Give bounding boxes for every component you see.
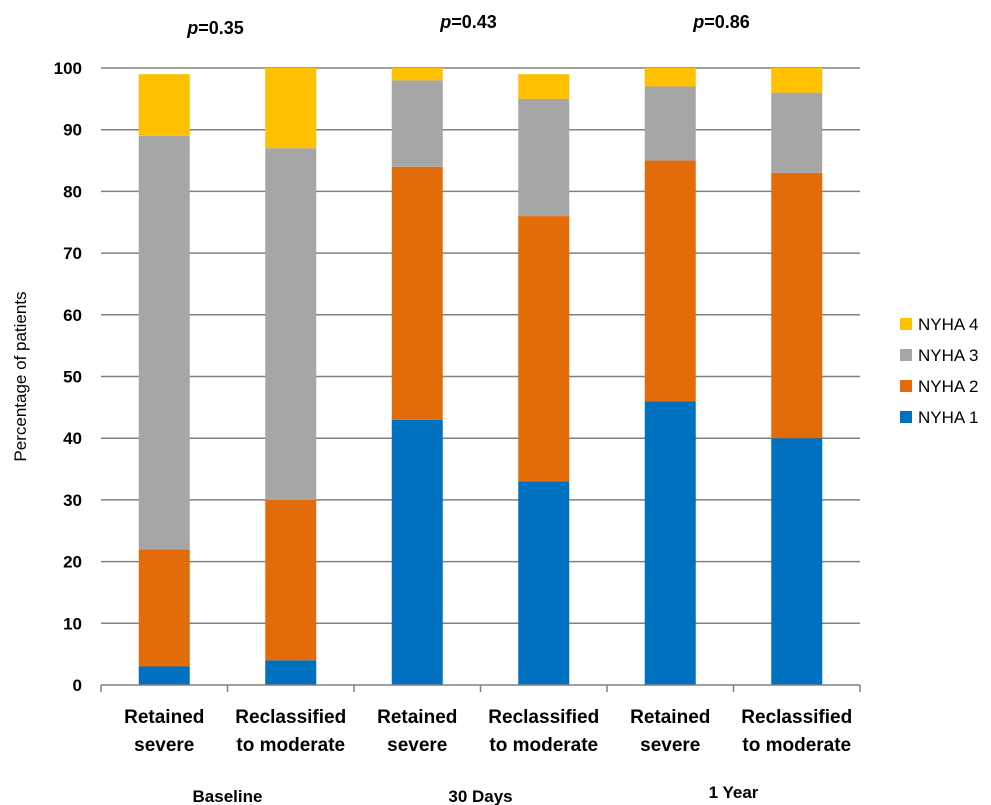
- labels: Retained severe Reclassified to moderate Ret…: [11, 12, 852, 805]
- y-tick-label: 70: [63, 244, 82, 263]
- y-tick-label: 80: [63, 182, 82, 201]
- legend: NYHA 4 NYHA 3 NYHA 2 NYHA 1: [900, 315, 978, 427]
- y-axis-label: Percentage of patients: [11, 291, 30, 461]
- group-label: 1 Year: [709, 783, 759, 802]
- bar-segment-nyha-1: [265, 660, 317, 685]
- bar-segment-nyha-1: [771, 438, 823, 685]
- x-category-label: Retained: [377, 707, 457, 728]
- y-tick-label: 10: [63, 614, 82, 633]
- bars: [138, 68, 823, 685]
- x-category-label: severe: [387, 735, 447, 756]
- bar-segment-nyha-2: [138, 549, 190, 667]
- axes: 0 10 20 30 40 50 60 70 80 90 100: [54, 59, 861, 695]
- bar-segment-nyha-2: [771, 172, 823, 439]
- bar-segment-nyha-1: [138, 666, 190, 685]
- y-tick-label: 100: [54, 59, 82, 78]
- x-category-label: Reclassified: [488, 707, 599, 728]
- bar-segment-nyha-2: [265, 499, 317, 661]
- bar-segment-nyha-3: [644, 86, 696, 161]
- x-category-label: to moderate: [742, 735, 851, 756]
- bar-segment-nyha-3: [265, 148, 317, 500]
- bar-segment-nyha-4: [138, 74, 190, 136]
- p-value-label: p=0.35: [186, 18, 244, 38]
- legend-swatch: [900, 411, 912, 423]
- legend-swatch: [900, 380, 912, 392]
- bar-segment-nyha-1: [518, 481, 570, 685]
- x-category-label: Reclassified: [741, 707, 852, 728]
- y-tick-label: 90: [63, 121, 82, 140]
- y-tick-label: 20: [63, 553, 82, 572]
- bar-segment-nyha-2: [518, 216, 570, 482]
- group-label: Baseline: [193, 787, 263, 805]
- bar-segment-nyha-4: [265, 68, 317, 149]
- bar-segment-nyha-3: [771, 92, 823, 173]
- p-value-label: p=0.86: [692, 12, 750, 32]
- bar-segment-nyha-3: [518, 98, 570, 217]
- y-tick-label: 60: [63, 306, 82, 325]
- x-category-label: severe: [640, 735, 700, 756]
- bar-segment-nyha-4: [644, 68, 696, 87]
- x-category-label: Retained: [630, 707, 710, 728]
- p-value-label: p=0.43: [439, 12, 497, 32]
- bar-segment-nyha-1: [391, 419, 443, 685]
- x-category-label: to moderate: [236, 735, 345, 756]
- bar-segment-nyha-4: [771, 68, 823, 93]
- x-category-label: severe: [134, 735, 194, 756]
- bar-segment-nyha-4: [391, 68, 443, 81]
- y-tick-label: 50: [63, 368, 82, 387]
- bar-segment-nyha-2: [644, 160, 696, 402]
- legend-label: NYHA 3: [918, 346, 978, 365]
- bar-segment-nyha-4: [518, 74, 570, 99]
- x-category-label: Reclassified: [235, 707, 346, 728]
- x-category-label: to moderate: [489, 735, 598, 756]
- legend-label: NYHA 2: [918, 377, 978, 396]
- gridlines: [101, 67, 860, 625]
- y-tick-label: 40: [63, 429, 82, 448]
- legend-label: NYHA 1: [918, 408, 978, 427]
- legend-swatch: [900, 349, 912, 361]
- bar-segment-nyha-2: [391, 166, 443, 420]
- bar-segment-nyha-1: [644, 401, 696, 685]
- x-category-label: Retained: [124, 707, 204, 728]
- legend-label: NYHA 4: [918, 315, 978, 334]
- y-tick-label: 0: [73, 676, 82, 695]
- y-tick-label: 30: [63, 491, 82, 510]
- bar-segment-nyha-3: [391, 80, 443, 167]
- legend-swatch: [900, 318, 912, 330]
- group-label: 30 Days: [448, 787, 512, 805]
- bar-segment-nyha-3: [138, 135, 190, 550]
